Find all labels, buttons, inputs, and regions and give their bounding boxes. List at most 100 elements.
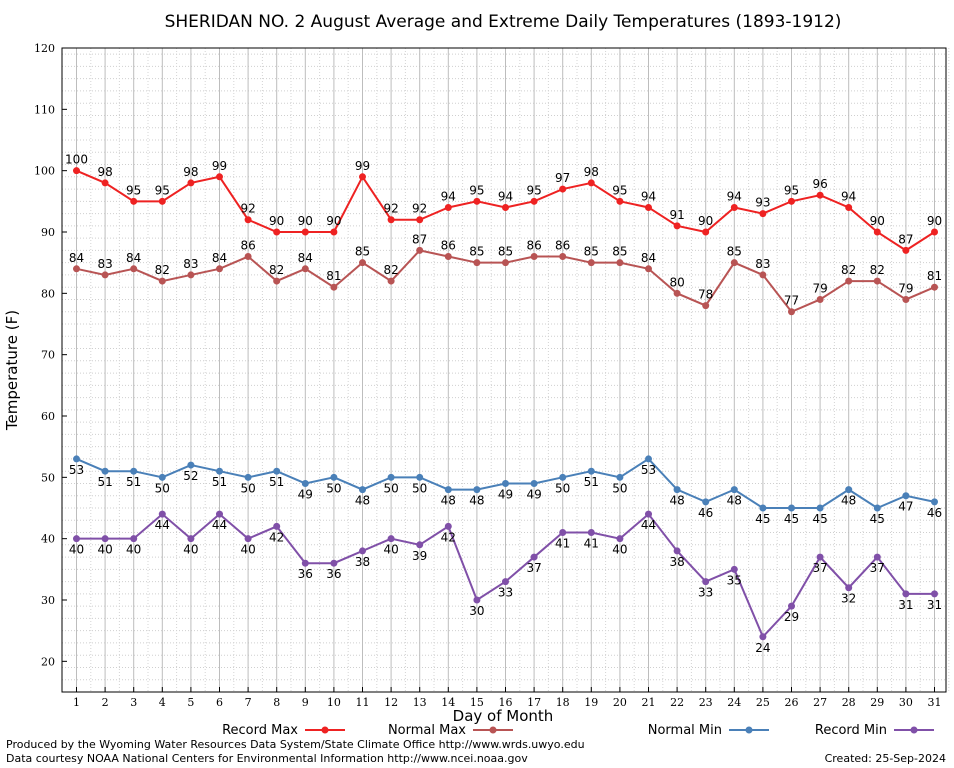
data-point-normal-max bbox=[330, 283, 338, 291]
data-point-normal-max bbox=[530, 253, 538, 261]
data-point-record-max bbox=[359, 173, 366, 181]
data-point-record-max bbox=[416, 216, 424, 224]
data-point-normal-min bbox=[301, 479, 309, 487]
data-point-record-min bbox=[845, 584, 853, 592]
x-tick-label: 10 bbox=[327, 696, 341, 709]
data-point-normal-max bbox=[673, 289, 681, 297]
data-label-record-max: 94 bbox=[727, 189, 742, 203]
legend-marker-normal-max bbox=[489, 726, 497, 734]
data-point-normal-max bbox=[359, 259, 366, 267]
data-point-record-min bbox=[301, 559, 309, 567]
data-label-record-max: 94 bbox=[641, 189, 656, 203]
data-label-normal-min: 50 bbox=[383, 481, 398, 495]
data-label-record-min: 33 bbox=[698, 586, 713, 600]
data-point-normal-min bbox=[559, 473, 567, 481]
data-label-normal-min: 46 bbox=[927, 506, 942, 520]
data-label-normal-min: 48 bbox=[841, 494, 856, 508]
data-label-record-max: 95 bbox=[469, 183, 484, 197]
data-point-normal-min bbox=[216, 467, 223, 475]
data-label-record-min: 33 bbox=[498, 586, 513, 600]
data-point-record-min bbox=[330, 559, 338, 567]
x-tick-label: 5 bbox=[187, 696, 194, 709]
x-tick-label: 13 bbox=[413, 696, 427, 709]
data-point-record-min bbox=[244, 535, 252, 543]
x-tick-label: 18 bbox=[556, 696, 570, 709]
legend-marker-normal-min bbox=[745, 726, 753, 734]
data-point-record-max bbox=[645, 203, 652, 211]
data-point-normal-min bbox=[759, 504, 767, 512]
data-label-normal-max: 83 bbox=[97, 257, 112, 271]
data-label-record-min: 37 bbox=[870, 561, 885, 575]
data-point-record-max bbox=[759, 210, 767, 218]
data-point-record-min bbox=[616, 535, 624, 543]
data-label-normal-min: 51 bbox=[97, 475, 112, 489]
y-tick-label: 100 bbox=[34, 165, 55, 178]
data-label-normal-max: 85 bbox=[612, 245, 627, 259]
data-point-record-min bbox=[702, 578, 710, 586]
data-label-normal-min: 49 bbox=[526, 487, 541, 501]
data-label-normal-max: 85 bbox=[584, 245, 599, 259]
y-axis-label: Temperature (F) bbox=[3, 310, 21, 431]
y-tick-label: 30 bbox=[41, 594, 55, 607]
data-point-normal-max bbox=[816, 295, 824, 303]
data-label-record-max: 87 bbox=[898, 232, 913, 246]
x-tick-label: 9 bbox=[302, 696, 309, 709]
data-point-record-min bbox=[187, 535, 195, 543]
data-label-record-min: 36 bbox=[326, 567, 341, 581]
data-point-record-max bbox=[273, 228, 281, 236]
data-label-normal-max: 80 bbox=[669, 275, 684, 289]
x-tick-label: 24 bbox=[727, 696, 741, 709]
data-label-record-max: 99 bbox=[355, 159, 370, 173]
data-label-record-max: 91 bbox=[669, 208, 684, 222]
data-point-record-min bbox=[273, 522, 281, 530]
data-label-record-max: 97 bbox=[555, 171, 570, 185]
data-label-normal-max: 81 bbox=[326, 269, 341, 283]
data-point-record-min bbox=[931, 590, 938, 598]
data-point-record-max bbox=[244, 216, 252, 224]
data-label-record-max: 94 bbox=[441, 189, 456, 203]
data-label-normal-min: 53 bbox=[641, 463, 656, 477]
data-point-record-max bbox=[130, 197, 138, 205]
data-point-normal-min bbox=[387, 473, 395, 481]
x-tick-label: 7 bbox=[245, 696, 252, 709]
legend-item-normal-min: Normal Min bbox=[648, 723, 769, 738]
x-tick-label: 25 bbox=[756, 696, 770, 709]
data-label-normal-max: 83 bbox=[183, 257, 198, 271]
y-tick-label: 20 bbox=[41, 655, 55, 668]
data-label-record-min: 31 bbox=[927, 598, 942, 612]
data-label-normal-max: 87 bbox=[412, 232, 427, 246]
data-point-record-max bbox=[444, 203, 452, 211]
data-label-normal-min: 50 bbox=[412, 481, 427, 495]
data-label-normal-max: 86 bbox=[240, 239, 255, 253]
data-point-record-max bbox=[931, 228, 938, 236]
data-label-record-max: 98 bbox=[584, 165, 599, 179]
data-point-normal-max bbox=[158, 277, 166, 285]
data-label-normal-min: 48 bbox=[727, 494, 742, 508]
data-label-normal-max: 84 bbox=[641, 251, 656, 265]
data-label-normal-min: 50 bbox=[155, 481, 170, 495]
data-point-normal-min bbox=[816, 504, 824, 512]
chart-title: SHERIDAN NO. 2 August Average and Extrem… bbox=[165, 12, 842, 32]
data-point-normal-max bbox=[616, 259, 624, 267]
data-point-normal-max bbox=[931, 283, 938, 291]
x-tick-label: 31 bbox=[928, 696, 942, 709]
data-label-normal-min: 53 bbox=[69, 463, 84, 477]
legend-label-record-max: Record Max bbox=[222, 723, 298, 738]
data-label-record-min: 44 bbox=[212, 518, 227, 532]
data-label-normal-max: 85 bbox=[727, 245, 742, 259]
data-label-normal-min: 50 bbox=[240, 481, 255, 495]
data-label-record-max: 96 bbox=[812, 177, 827, 191]
data-point-normal-max bbox=[244, 253, 252, 261]
data-point-record-max bbox=[73, 167, 80, 175]
data-point-normal-max bbox=[702, 302, 710, 310]
data-label-normal-min: 48 bbox=[441, 494, 456, 508]
data-point-normal-min bbox=[416, 473, 424, 481]
legend-item-normal-max: Normal Max bbox=[388, 723, 513, 738]
data-label-normal-min: 45 bbox=[870, 512, 885, 526]
data-point-normal-min bbox=[359, 486, 366, 494]
data-label-record-max: 95 bbox=[612, 183, 627, 197]
data-point-normal-min bbox=[502, 479, 509, 487]
data-point-normal-max bbox=[387, 277, 395, 285]
data-point-record-max bbox=[616, 197, 624, 205]
